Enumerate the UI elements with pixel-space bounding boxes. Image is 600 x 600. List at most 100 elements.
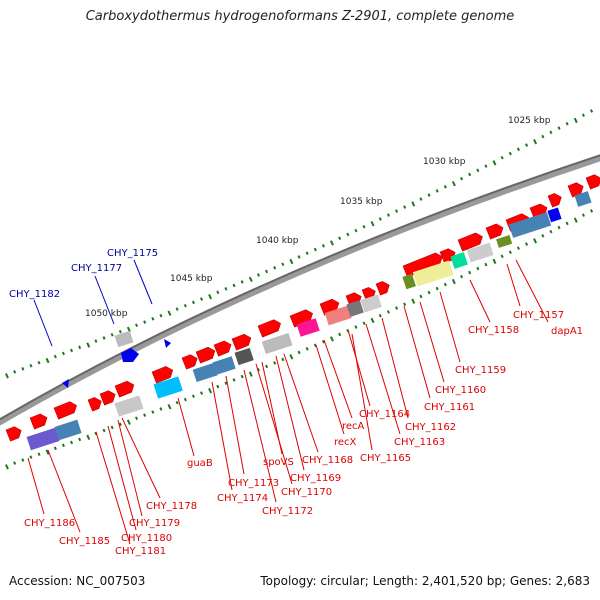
- gene-box-blue-3: [547, 207, 562, 223]
- inner-tick: [224, 381, 228, 386]
- gene-box-gray-2: [346, 300, 364, 317]
- forward-gene-arrow: [402, 252, 443, 278]
- outer-tick: [199, 297, 204, 301]
- outer-tick: [191, 300, 195, 305]
- inner-tick: [533, 238, 538, 244]
- outer-tick: [37, 360, 41, 365]
- gene-label-chy1182: CHY_1182: [9, 289, 60, 300]
- outer-tick: [476, 168, 480, 173]
- inner-tick: [476, 266, 480, 271]
- outer-tick: [159, 313, 163, 318]
- inner-tick: [264, 364, 269, 369]
- outer-tick: [281, 262, 285, 267]
- outer-tick: [370, 221, 375, 227]
- outer-tick: [386, 213, 390, 217]
- outer-tick: [232, 283, 236, 288]
- inner-tick: [338, 332, 342, 337]
- gene-box-green: [450, 252, 468, 269]
- outer-tick: [151, 317, 155, 321]
- inner-tick: [45, 449, 50, 455]
- reverse-gene-chy1175: [164, 339, 171, 348]
- scale-labels: 1025 kbp 1030 kbp 1035 kbp 1040 kbp 1045…: [85, 116, 551, 319]
- gene-label-chy1173: CHY_1173: [228, 478, 279, 489]
- leader-line: [121, 417, 161, 499]
- inner-tick: [5, 464, 9, 470]
- inner-tick: [557, 225, 561, 230]
- gene-box-pink: [296, 318, 320, 337]
- inner-tick: [443, 282, 447, 287]
- outer-tick: [419, 197, 423, 201]
- inner-tick: [135, 416, 139, 421]
- bottom-gene-labels: dapA1 CHY_1157 CHY_1158 CHY_1159 CHY_116…: [24, 310, 583, 557]
- gene-box-gray-4: [466, 242, 494, 263]
- gene-box-blue-2: [212, 356, 236, 375]
- inner-tick: [29, 455, 33, 459]
- gene-label-chy1162: CHY_1162: [405, 422, 456, 433]
- leader-line: [117, 419, 143, 517]
- inner-tick: [126, 419, 131, 425]
- inner-tick: [378, 313, 382, 318]
- inner-tick: [183, 397, 187, 402]
- gene-label-chy1163: CHY_1163: [394, 437, 445, 448]
- gene-label-spoVS: spoVS: [263, 457, 294, 468]
- outer-tick: [86, 342, 91, 348]
- outer-tick: [126, 326, 131, 333]
- inner-tick: [581, 213, 585, 217]
- inner-tick: [200, 391, 204, 395]
- outer-tick: [549, 130, 553, 135]
- inner-tick: [468, 270, 472, 275]
- forward-gene-arrow: [231, 333, 252, 351]
- outer-tick: [118, 329, 122, 334]
- inner-tick: [403, 302, 407, 307]
- forward-gene-arrow: [567, 182, 584, 198]
- reverse-gene-chy1182: [62, 379, 69, 388]
- gene-label-chy1175: CHY_1175: [107, 248, 158, 259]
- leader-line: [439, 291, 461, 363]
- gene-label-chy1181: CHY_1181: [115, 546, 166, 557]
- outer-tick: [167, 310, 172, 316]
- outer-tick: [403, 205, 407, 209]
- outer-tick: [183, 303, 187, 308]
- scale-ticks: [4, 109, 594, 470]
- leader-line: [27, 457, 45, 515]
- forward-gene-arrow: [29, 413, 48, 430]
- outer-tick: [61, 351, 65, 356]
- outer-tick: [297, 255, 301, 259]
- inner-tick: [565, 221, 569, 226]
- inner-tick: [175, 400, 179, 405]
- inner-tick: [78, 437, 82, 442]
- gene-label-chy1180: CHY_1180: [121, 533, 172, 544]
- outer-tick: [468, 172, 472, 177]
- cog-boxes: [26, 191, 592, 451]
- leader-line: [243, 369, 277, 503]
- forward-gene-arrow: [114, 380, 135, 398]
- outer-tick: [4, 373, 9, 379]
- forward-gene-arrow: [457, 232, 483, 252]
- outer-tick: [459, 176, 464, 181]
- accession-text: Accession: NC_007503: [9, 574, 146, 588]
- forward-gene-arrow: [87, 397, 102, 412]
- outer-tick: [435, 189, 439, 193]
- leader-line-blue: [94, 275, 115, 325]
- gene-box-yellow: [412, 260, 454, 287]
- inner-tick: [411, 298, 416, 304]
- forward-gene-arrow: [547, 193, 562, 208]
- forward-gene-arrow: [151, 366, 174, 384]
- gene-label-chy1177: CHY_1177: [71, 263, 122, 274]
- leader-line: [95, 431, 131, 545]
- gene-label-recA: recA: [342, 421, 365, 432]
- gene-box-lightgray: [261, 332, 293, 354]
- outer-tick: [516, 147, 520, 152]
- inner-tick: [541, 234, 545, 238]
- inner-tick: [435, 286, 439, 291]
- gene-label-chy1164: CHY_1164: [359, 409, 410, 420]
- outer-tick: [362, 224, 366, 229]
- kbp-label-1025: 1025 kbp: [508, 116, 551, 126]
- kbp-label-1030: 1030 kbp: [423, 157, 466, 167]
- inner-tick: [216, 384, 220, 389]
- leader-line: [515, 259, 549, 323]
- outer-tick: [248, 276, 253, 283]
- inner-tick: [354, 325, 358, 329]
- leader-line: [351, 333, 373, 451]
